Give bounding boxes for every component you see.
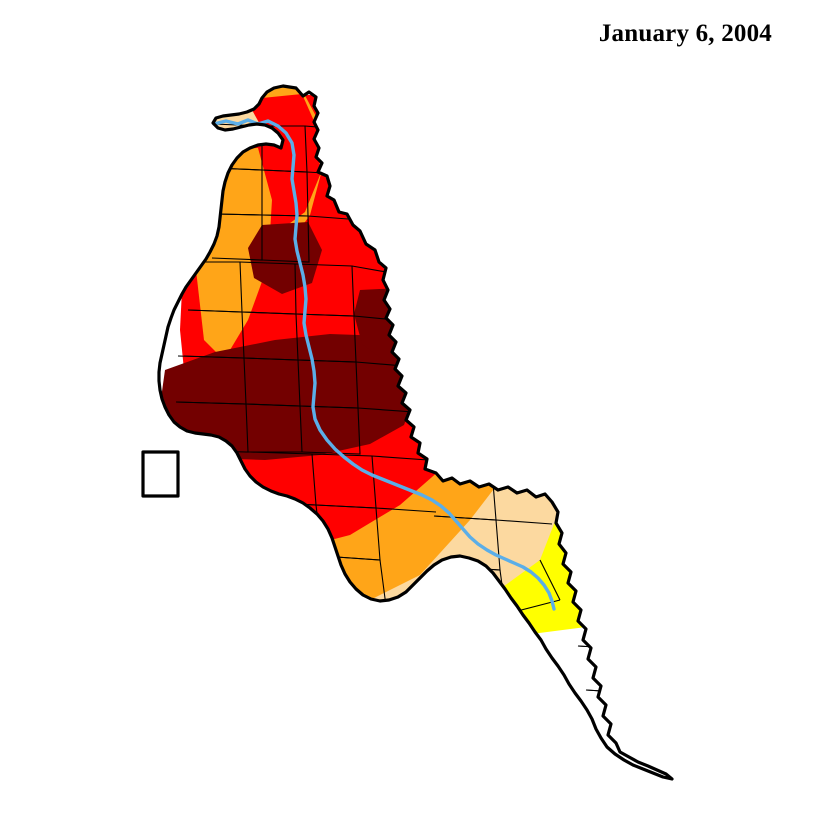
- county-lines-layer: [171, 123, 647, 735]
- map-title: January 6, 2004: [598, 20, 772, 47]
- river-icon: [212, 118, 556, 611]
- region-d4-central-band: [159, 334, 416, 460]
- basin-outline: [157, 84, 674, 781]
- region-d4-west-notch: [159, 452, 178, 496]
- west-notch-outline: [141, 450, 180, 498]
